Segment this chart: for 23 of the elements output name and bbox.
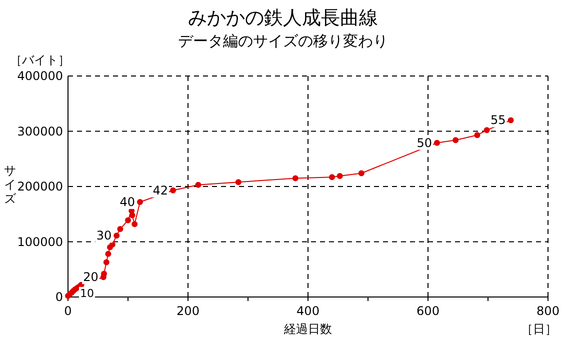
x-tick-label: 400 [296, 304, 320, 318]
y-tick-label: 400000 [17, 69, 63, 83]
y-tick-label: 0 [55, 290, 63, 304]
y-tick-label: 100000 [17, 234, 63, 249]
annotation: 40 [120, 194, 135, 209]
x-tick-label: 200 [176, 304, 200, 318]
annotation: 30 [96, 228, 112, 243]
annotation: 42 [152, 183, 168, 198]
y-axis-title: サイズ [4, 164, 17, 206]
y-tick-label: 300000 [17, 124, 63, 138]
text: ［バイト］ [10, 53, 70, 67]
x-tick-label: 800 [536, 304, 560, 318]
chart-subtitle: データ編のサイズの移り変わり [178, 32, 388, 50]
text: ［日］ [521, 322, 557, 336]
annotation: 55 [490, 113, 506, 128]
annotation: 50 [416, 136, 432, 150]
annotation: 20 [83, 270, 98, 284]
x-axis-title: 経過日数 [283, 322, 332, 336]
annotation: 10 [80, 286, 94, 300]
x-tick-label: 600 [416, 304, 440, 318]
y-tick-label: 200000 [17, 180, 63, 194]
chart-title: みかかの鉄人成長曲線 [188, 7, 378, 29]
x-tick-label: 0 [64, 304, 72, 318]
